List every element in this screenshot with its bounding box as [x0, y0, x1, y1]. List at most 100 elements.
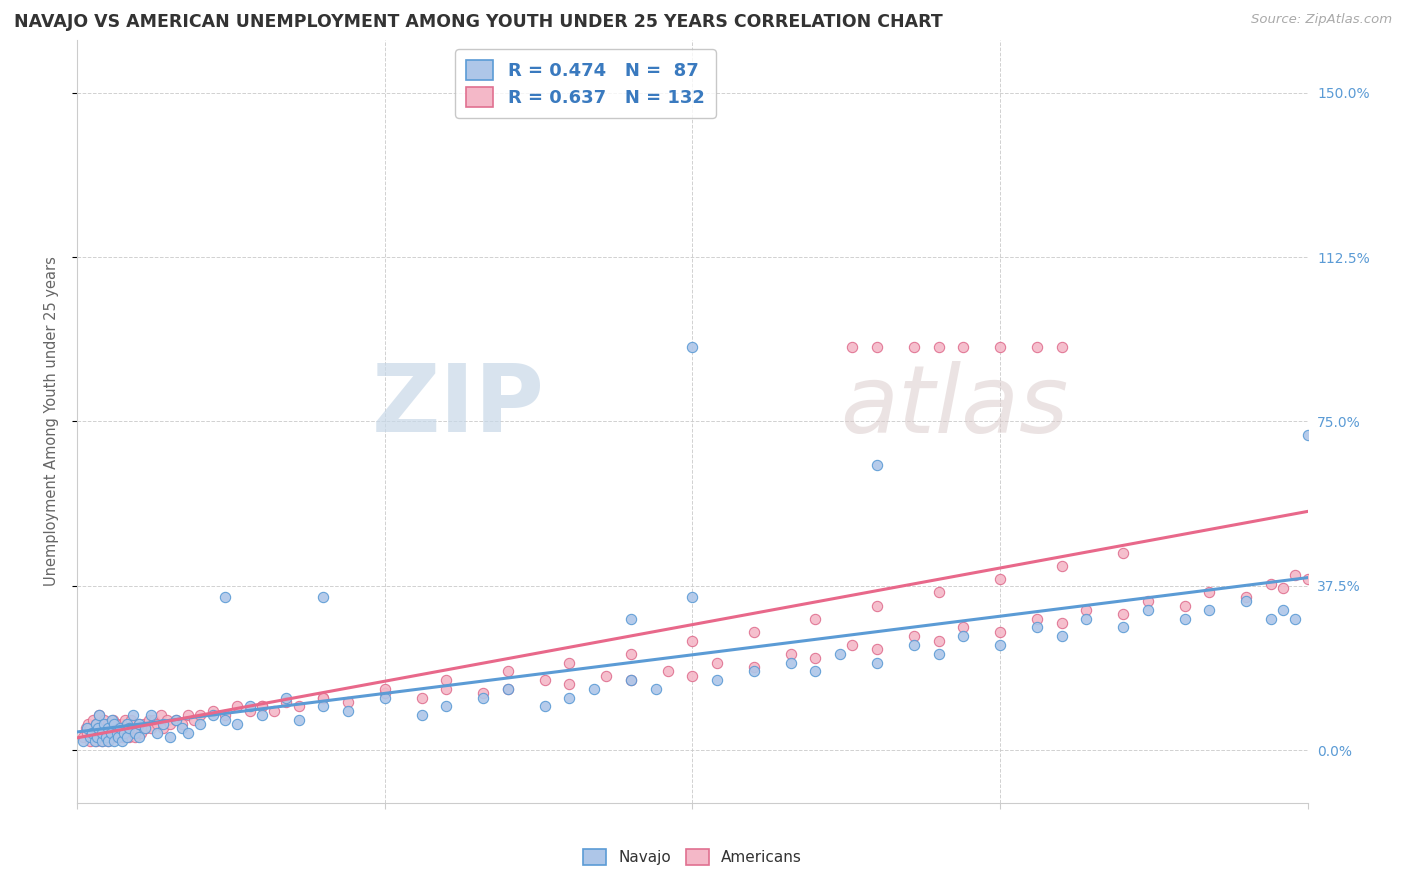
Point: [988, 340, 1011, 354]
Point: [312, 690, 335, 705]
Point: [103, 717, 125, 731]
Point: [111, 734, 132, 748]
Point: [103, 730, 125, 744]
Point: [111, 717, 132, 731]
Point: [177, 708, 200, 723]
Point: [101, 721, 124, 735]
Point: [1260, 576, 1282, 591]
Point: [159, 717, 181, 731]
Point: [682, 590, 704, 604]
Point: [1296, 572, 1319, 586]
Point: [496, 681, 519, 696]
Point: [1284, 567, 1306, 582]
Point: [866, 656, 889, 670]
Point: [93, 717, 115, 731]
Point: [952, 629, 974, 643]
Point: [620, 612, 643, 626]
Point: [93, 713, 115, 727]
Point: [312, 590, 335, 604]
Point: [91, 725, 114, 739]
Point: [374, 686, 396, 700]
Point: [558, 677, 581, 691]
Point: [107, 730, 129, 744]
Point: [118, 730, 141, 744]
Point: [76, 725, 98, 739]
Point: [75, 721, 97, 735]
Point: [866, 599, 889, 613]
Point: [79, 721, 101, 735]
Point: [1112, 546, 1135, 560]
Point: [125, 721, 148, 735]
Text: NAVAJO VS AMERICAN UNEMPLOYMENT AMONG YOUTH UNDER 25 YEARS CORRELATION CHART: NAVAJO VS AMERICAN UNEMPLOYMENT AMONG YO…: [14, 13, 943, 31]
Point: [90, 717, 114, 731]
Point: [1026, 340, 1049, 354]
Point: [841, 340, 863, 354]
Point: [780, 656, 803, 670]
Point: [411, 690, 433, 705]
Point: [111, 730, 134, 744]
Point: [250, 699, 273, 714]
Point: [177, 725, 200, 739]
Point: [239, 699, 262, 714]
Point: [84, 717, 107, 731]
Point: [100, 725, 122, 739]
Point: [1026, 620, 1049, 634]
Point: [337, 695, 360, 709]
Point: [120, 721, 142, 735]
Point: [100, 730, 122, 744]
Point: [1050, 616, 1073, 631]
Point: [866, 340, 889, 354]
Point: [988, 624, 1011, 639]
Point: [1174, 599, 1197, 613]
Point: [496, 681, 519, 696]
Point: [156, 713, 179, 727]
Point: [170, 721, 193, 735]
Point: [79, 730, 101, 744]
Point: [496, 665, 519, 679]
Point: [124, 725, 146, 739]
Point: [128, 717, 150, 731]
Y-axis label: Unemployment Among Youth under 25 years: Unemployment Among Youth under 25 years: [44, 257, 59, 586]
Point: [804, 665, 827, 679]
Point: [90, 734, 114, 748]
Point: [830, 647, 852, 661]
Point: [83, 725, 105, 739]
Point: [1174, 612, 1197, 626]
Point: [131, 725, 153, 739]
Point: [866, 642, 889, 657]
Point: [1272, 603, 1295, 617]
Point: [118, 721, 141, 735]
Point: [620, 673, 643, 687]
Point: [804, 651, 827, 665]
Point: [595, 669, 617, 683]
Point: [105, 725, 128, 739]
Point: [903, 629, 925, 643]
Point: [104, 725, 127, 739]
Point: [159, 730, 181, 744]
Point: [620, 673, 643, 687]
Point: [190, 717, 212, 731]
Point: [1026, 612, 1049, 626]
Point: [436, 699, 458, 714]
Point: [165, 713, 187, 727]
Point: [152, 717, 174, 731]
Point: [952, 620, 974, 634]
Point: [1050, 629, 1073, 643]
Point: [263, 704, 285, 718]
Point: [121, 725, 143, 739]
Point: [76, 721, 98, 735]
Point: [583, 681, 606, 696]
Point: [87, 721, 110, 735]
Point: [472, 690, 495, 705]
Point: [101, 713, 124, 727]
Point: [1234, 590, 1257, 604]
Point: [134, 721, 156, 735]
Point: [201, 704, 224, 718]
Point: [135, 721, 157, 735]
Point: [201, 708, 224, 723]
Point: [77, 717, 100, 731]
Point: [214, 708, 236, 723]
Point: [107, 730, 129, 744]
Point: [558, 690, 581, 705]
Point: [374, 690, 396, 705]
